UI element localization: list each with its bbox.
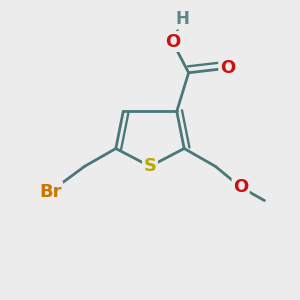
Text: H: H xyxy=(176,10,190,28)
Text: O: O xyxy=(165,32,180,50)
Text: Br: Br xyxy=(39,183,62,201)
Text: S: S xyxy=(143,157,157,175)
Text: O: O xyxy=(220,59,235,77)
Text: O: O xyxy=(233,178,248,196)
